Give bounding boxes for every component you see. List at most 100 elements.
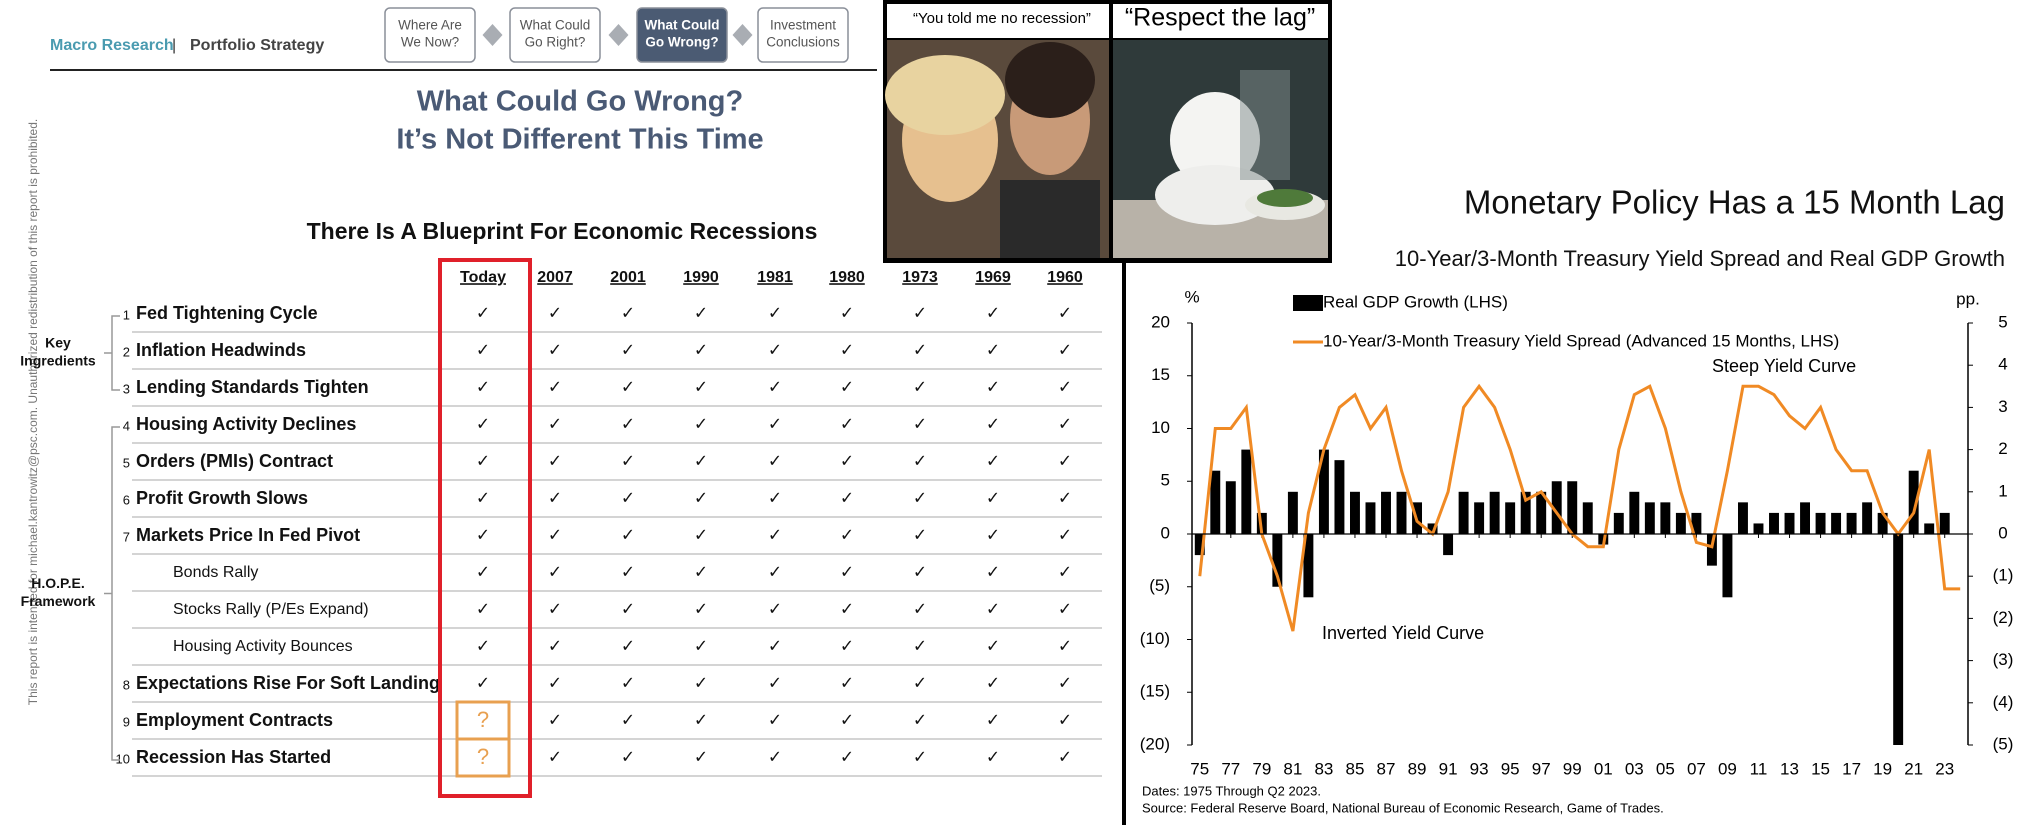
nav-tab: [636, 7, 728, 63]
column-header: 1960: [1047, 269, 1083, 286]
row-label: Housing Activity Declines: [136, 414, 356, 434]
cell: ✓: [1058, 414, 1072, 433]
nav-diamond: [732, 24, 753, 46]
column-header: 1981: [757, 269, 793, 286]
table-title: There Is A Blueprint For Economic Recess…: [307, 218, 818, 244]
cell: ✓: [548, 710, 562, 729]
bar: [1225, 481, 1236, 534]
cell: ✓: [694, 673, 708, 692]
annotation: Inverted Yield Curve: [1322, 623, 1484, 643]
x-tick-label: 19: [1873, 759, 1892, 778]
cell: ✓: [913, 673, 927, 692]
row-number: 10: [116, 751, 130, 766]
row-number: 5: [123, 455, 130, 470]
bar: [1334, 460, 1345, 534]
cell: ✓: [694, 636, 708, 655]
cell: ✓: [694, 562, 708, 581]
y2-unit: pp.: [1956, 289, 1980, 308]
bar: [1489, 491, 1500, 534]
nav-diamond: [482, 24, 503, 46]
y-tick-label: (15): [1140, 682, 1170, 701]
bar: [1303, 534, 1314, 598]
nav-tab-label: Conclusions: [766, 35, 840, 50]
cell: ✓: [840, 340, 854, 359]
y2-tick-label: (2): [1993, 608, 2014, 627]
cell: ✓: [913, 377, 927, 396]
row-number: 4: [123, 418, 130, 433]
bar: [1691, 512, 1702, 534]
cell: ✓: [840, 414, 854, 433]
cell: ✓: [1058, 747, 1072, 766]
nav-tab-label: We Now?: [401, 35, 459, 50]
row-number: 1: [123, 307, 130, 322]
y2-tick-label: 0: [1998, 523, 2007, 542]
cell: ✓: [476, 636, 490, 655]
nav-tab-label: What Could: [645, 18, 720, 33]
x-tick-label: 03: [1625, 759, 1644, 778]
cell: ✓: [768, 562, 782, 581]
cell: ✓: [913, 340, 927, 359]
row-label: Lending Standards Tighten: [136, 377, 369, 397]
x-tick-label: 09: [1718, 759, 1737, 778]
plot-area: [1194, 383, 1961, 745]
legend-label: Real GDP Growth (LHS): [1323, 292, 1508, 311]
row-label: Profit Growth Slows: [136, 488, 308, 508]
cell: ✓: [986, 673, 1000, 692]
row-label: Recession Has Started: [136, 747, 331, 767]
row-label: Markets Price In Fed Pivot: [136, 525, 360, 545]
cell: ✓: [548, 488, 562, 507]
bar: [1505, 502, 1516, 534]
cell: ✓: [840, 525, 854, 544]
nav-tab-label: Investment: [770, 18, 836, 33]
cell: ✓: [913, 710, 927, 729]
row-number: 6: [123, 492, 130, 507]
x-tick-label: 93: [1470, 759, 1489, 778]
column-header: 1990: [683, 269, 719, 286]
cell: ✓: [694, 747, 708, 766]
bar: [1210, 470, 1221, 534]
y2-tick-label: (5): [1993, 734, 2014, 753]
nav-tab-label: Go Right?: [525, 35, 586, 50]
cell: ✓: [621, 303, 635, 322]
bar: [1629, 491, 1640, 534]
bar: [1893, 534, 1904, 745]
cell: ✓: [548, 673, 562, 692]
cell: ✓: [476, 451, 490, 470]
row-label: Bonds Rally: [173, 564, 258, 581]
column-header: Today: [460, 269, 506, 286]
cell: ✓: [548, 636, 562, 655]
meme-image: [883, 0, 1332, 263]
cell: ✓: [476, 599, 490, 618]
bar: [1737, 502, 1748, 534]
pending-box: [455, 737, 511, 778]
x-tick-label: 23: [1935, 759, 1954, 778]
row-number: 8: [123, 677, 130, 692]
x-tick-label: 21: [1904, 759, 1923, 778]
nav-tab-label: What Could: [520, 18, 591, 33]
cell: ✓: [768, 340, 782, 359]
cell: ✓: [986, 340, 1000, 359]
cell: ✓: [768, 747, 782, 766]
x-tick-label: 75: [1190, 759, 1209, 778]
chart-note: Dates: 1975 Through Q2 2023.: [1142, 783, 1321, 798]
cell: ✓: [768, 710, 782, 729]
x-tick-label: 87: [1377, 759, 1396, 778]
cell: ✓: [621, 488, 635, 507]
cell: ✓: [548, 377, 562, 396]
nav-tab-label: Where Are: [398, 18, 462, 33]
bar: [1722, 534, 1733, 598]
cell: ✓: [621, 451, 635, 470]
today-highlight: [438, 258, 532, 798]
cell: ✓: [548, 303, 562, 322]
bar: [1474, 502, 1485, 534]
cell: ✓: [621, 710, 635, 729]
cell: ✓: [621, 747, 635, 766]
cell: ✓: [621, 673, 635, 692]
y2-tick-label: (1): [1993, 566, 2014, 585]
cell: ✓: [476, 414, 490, 433]
y2-tick-label: 4: [1998, 355, 2007, 374]
y2-tick-label: (4): [1993, 692, 2014, 711]
column-header: 2007: [537, 269, 573, 286]
row-label: Expectations Rise For Soft Landing: [136, 673, 440, 693]
bar: [1365, 502, 1376, 534]
